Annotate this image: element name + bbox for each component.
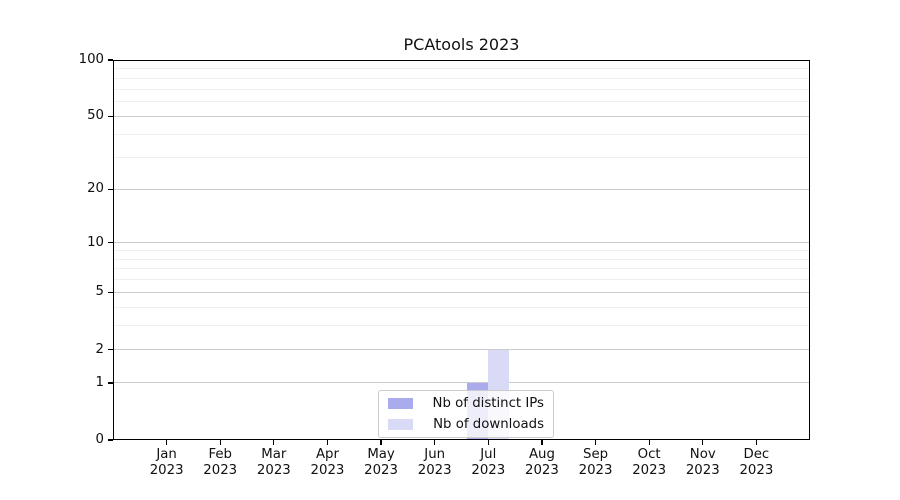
y-tick-label: 5 <box>95 284 104 300</box>
x-tick-label: Jan 2023 <box>149 447 184 478</box>
plot-area-frame <box>113 60 810 440</box>
y-tick-mark <box>108 348 113 351</box>
x-tick-label: Mar 2023 <box>256 447 291 478</box>
y-tick-label: 2 <box>95 341 104 357</box>
gridline-major <box>114 115 809 117</box>
y-tick-mark <box>108 439 113 441</box>
y-tick-mark <box>108 59 113 61</box>
x-tick-mark <box>594 440 597 445</box>
x-tick-label: May 2023 <box>364 447 398 478</box>
x-tick-label: Feb 2023 <box>203 447 238 478</box>
x-tick-mark <box>326 440 329 445</box>
gridline-minor <box>114 101 809 103</box>
y-tick-mark <box>108 115 113 117</box>
y-tick-label: 100 <box>78 52 104 67</box>
gridline-minor <box>114 68 809 70</box>
gridline-major <box>114 242 809 244</box>
y-tick-label: 0 <box>95 432 104 447</box>
legend-item-distinct-ips: Nb of distinct IPs <box>388 395 544 412</box>
gridline-major <box>114 349 809 351</box>
gridline-minor <box>114 325 809 327</box>
gridline-minor <box>114 279 809 281</box>
x-tick-mark <box>487 440 489 445</box>
y-tick-label: 10 <box>87 234 104 250</box>
x-tick-label: Jul 2023 <box>471 447 506 478</box>
x-tick-mark <box>755 440 757 445</box>
x-tick-mark <box>166 440 168 445</box>
y-tick-label: 20 <box>87 181 104 197</box>
x-tick-mark <box>648 440 650 445</box>
gridline-minor <box>114 268 809 270</box>
legend-label-distinct-ips: Nb of distinct IPs <box>432 396 544 411</box>
x-tick-mark <box>541 440 543 445</box>
y-tick-label: 50 <box>87 108 104 124</box>
gridline-minor <box>114 306 809 308</box>
gridline-minor <box>114 77 809 79</box>
x-tick-mark <box>219 440 221 445</box>
x-tick-label: Apr 2023 <box>310 447 345 478</box>
y-tick-mark <box>108 382 113 384</box>
x-tick-mark <box>380 440 382 445</box>
legend-item-downloads: Nb of downloads <box>388 416 544 433</box>
legend-label-downloads: Nb of downloads <box>433 417 544 432</box>
y-tick-mark <box>108 241 113 244</box>
gridline-minor <box>114 249 809 251</box>
x-tick-mark <box>434 440 436 445</box>
x-tick-label: Aug 2023 <box>525 447 559 478</box>
y-tick-mark <box>108 188 113 190</box>
x-tick-label: Oct 2023 <box>632 447 667 478</box>
legend-swatch-distinct-ips <box>388 398 413 409</box>
gridline-minor <box>114 156 809 158</box>
gridline-major <box>114 291 809 293</box>
x-tick-mark <box>273 440 275 445</box>
gridline-minor <box>114 258 809 260</box>
x-tick-label: Sep 2023 <box>578 447 613 478</box>
x-tick-label: Nov 2023 <box>685 447 720 478</box>
gridline-minor <box>114 133 809 135</box>
x-tick-label: Dec 2023 <box>739 447 774 478</box>
legend-swatch-downloads <box>388 419 413 430</box>
y-tick-label: 1 <box>95 374 104 390</box>
x-tick-label: Jun 2023 <box>417 447 452 478</box>
gridline-major <box>114 188 809 190</box>
chart-title: PCAtools 2023 <box>403 35 520 54</box>
gridline-major <box>114 382 809 384</box>
legend: Nb of distinct IPs Nb of downloads <box>378 390 554 438</box>
gridline-minor <box>114 88 809 90</box>
y-tick-mark <box>108 291 113 294</box>
x-tick-mark <box>702 440 704 445</box>
